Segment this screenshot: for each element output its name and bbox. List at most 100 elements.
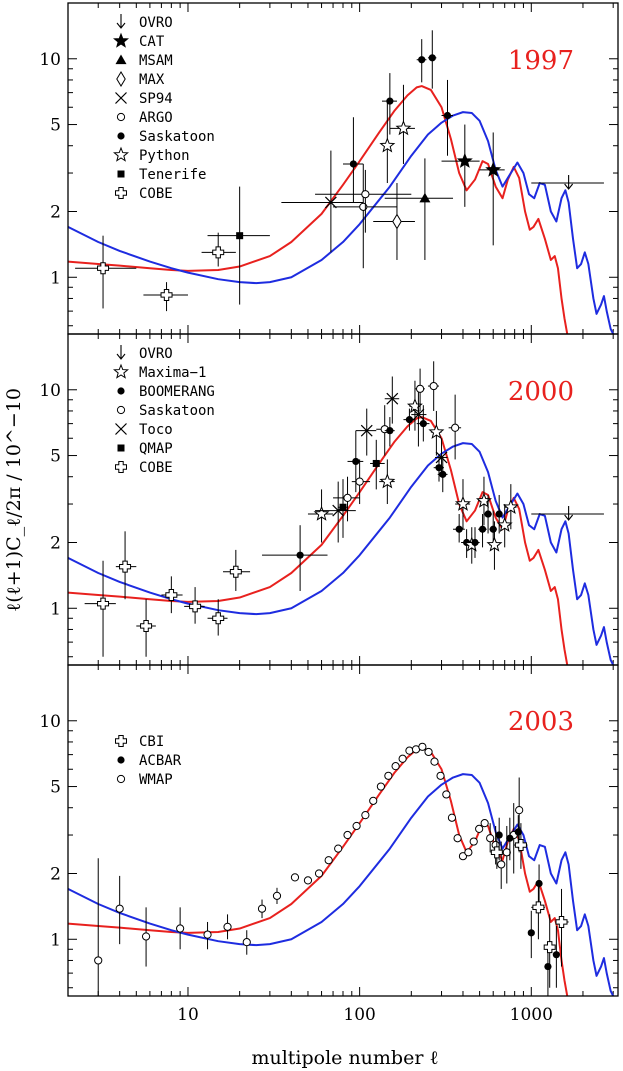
panel-2003: 1 2 5 10 CBI ACBAR WMAP 2003 — [39, 664, 619, 997]
y-tick-label: 10 — [39, 712, 61, 732]
data-point-plus-open — [140, 619, 153, 632]
data-point-circle-open — [257, 904, 267, 913]
data-point-plus-open — [212, 246, 225, 259]
data-point-plus-open — [160, 288, 173, 301]
data-point-circle-filled — [349, 160, 358, 168]
data-point-circle-filled — [552, 951, 560, 959]
data-point-circle-open — [469, 837, 478, 846]
y-tick-label: 2 — [50, 533, 61, 553]
data-point-star-open — [486, 536, 503, 552]
y-axis-title: ℓ(ℓ+1)C_ℓ/2π / 10^−10 — [3, 388, 25, 612]
data-point-arrow-down — [564, 506, 574, 521]
data-point-plus-open — [532, 901, 545, 914]
data-point-diamond-open — [392, 213, 402, 230]
legend-label: SP94 — [139, 91, 173, 107]
data-point-plus-open — [490, 846, 503, 859]
data-point-cross-x — [435, 451, 448, 464]
legend-label: Toco — [139, 422, 173, 438]
data-point-plus-open — [165, 589, 178, 602]
data-point-star-open — [313, 505, 330, 521]
legend-label: MAX — [139, 72, 165, 88]
data-points-1997 — [75, 30, 604, 312]
data-point-circle-open — [355, 477, 364, 486]
data-point-plus-open — [189, 600, 202, 613]
data-point-star-open — [379, 473, 396, 489]
data-point-circle-open — [314, 869, 324, 878]
legend-label: Python — [139, 148, 190, 164]
legend-label: COBE — [139, 460, 173, 476]
legend-label: ACBAR — [139, 753, 182, 769]
legend-marker-square-filled — [117, 444, 125, 452]
data-point-circle-open — [497, 860, 506, 869]
ticks-2003 — [67, 665, 618, 996]
data-point-circle-open — [369, 796, 378, 805]
y-tick-label: 1 — [50, 599, 61, 619]
legend-label: Saskatoon — [139, 129, 215, 145]
data-point-star-open — [395, 120, 412, 136]
data-points-2003 — [94, 742, 569, 996]
data-point-circle-open — [424, 747, 433, 757]
data-point-circle-open — [303, 876, 313, 885]
legend-marker-circle-filled — [117, 756, 125, 764]
year-label-1997: 1997 — [508, 46, 574, 76]
data-point-cross-x — [360, 424, 373, 437]
panel-1997: 1 2 5 10 OVRO CAT MSAM MAX SP94 ARGO Saskatoon Pyth… — [39, 2, 619, 335]
panel-2000: 1 2 5 10 OVRO Maxima−1 BOOMERANG Saskatoon Toco Q… — [39, 333, 619, 666]
panel-frame — [67, 664, 619, 997]
data-point-circle-filled — [455, 525, 463, 533]
legend-marker-circle-filled — [117, 387, 125, 395]
data-point-circle-open — [272, 891, 282, 900]
data-point-square-filled — [339, 503, 347, 511]
legend-label: Maxima−1 — [139, 365, 206, 381]
legend-marker-cross-x — [115, 92, 127, 104]
data-point-circle-open — [447, 813, 457, 822]
data-point-circle-open — [405, 746, 414, 755]
data-point-circle-filled — [418, 56, 426, 64]
data-point-circle-open — [176, 924, 185, 933]
data-point-circle-open — [418, 742, 427, 751]
data-point-circle-filled — [419, 420, 427, 428]
data-point-circle-filled — [296, 551, 304, 559]
data-point-square-filled — [372, 459, 380, 467]
data-point-circle-open — [334, 844, 343, 853]
data-point-circle-open — [486, 834, 495, 843]
legend-marker-square-filled — [117, 170, 125, 178]
data-point-circle-open — [475, 824, 484, 833]
legend-marker-circle-open — [116, 112, 126, 122]
data-point-circle-filled — [478, 525, 487, 533]
year-label-2000: 2000 — [508, 377, 574, 407]
legend-marker-star-filled — [113, 32, 129, 48]
data-point-circle-filled — [386, 97, 394, 105]
legend-label: COBE — [139, 186, 173, 202]
data-point-circle-open — [464, 848, 473, 857]
data-point-circle-filled — [495, 831, 503, 839]
data-point-circle-open — [384, 771, 393, 780]
legend-marker-star-open — [113, 146, 129, 162]
legend-label: WMAP — [139, 772, 173, 788]
data-point-circle-open — [290, 873, 300, 882]
legend-marker-star-open — [113, 363, 129, 379]
panels-layer: 1 2 5 10 OVRO CAT MSAM MAX SP94 ARGO Saskatoon Pyth… — [39, 2, 619, 997]
y-tick-label: 2 — [50, 202, 61, 222]
legend-2000: OVRO Maxima−1 BOOMERANG Saskatoon Toco QMAP CO… — [113, 345, 215, 476]
data-point-plus-open — [543, 941, 556, 954]
legend-label: OVRO — [139, 15, 173, 31]
data-point-circle-filled — [428, 54, 436, 62]
data-point-circle-open — [451, 423, 460, 432]
data-point-plus-open — [97, 262, 110, 275]
data-point-circle-open — [352, 821, 361, 831]
data-points-2000 — [84, 361, 604, 657]
data-point-circle-open — [223, 922, 232, 931]
data-point-circle-filled — [535, 879, 543, 888]
data-point-circle-open — [515, 806, 524, 815]
data-point-circle-open — [453, 834, 462, 843]
legend-label: BOOMERANG — [139, 384, 215, 400]
data-point-circle-open — [391, 762, 400, 771]
legend-marker-plus-open — [115, 735, 127, 747]
data-point-cross-x — [324, 196, 337, 209]
legend-label: ARGO — [139, 110, 173, 126]
data-point-circle-open — [141, 932, 151, 941]
x-tick-label: 1000 — [510, 1005, 553, 1025]
data-point-circle-filled — [386, 427, 394, 435]
